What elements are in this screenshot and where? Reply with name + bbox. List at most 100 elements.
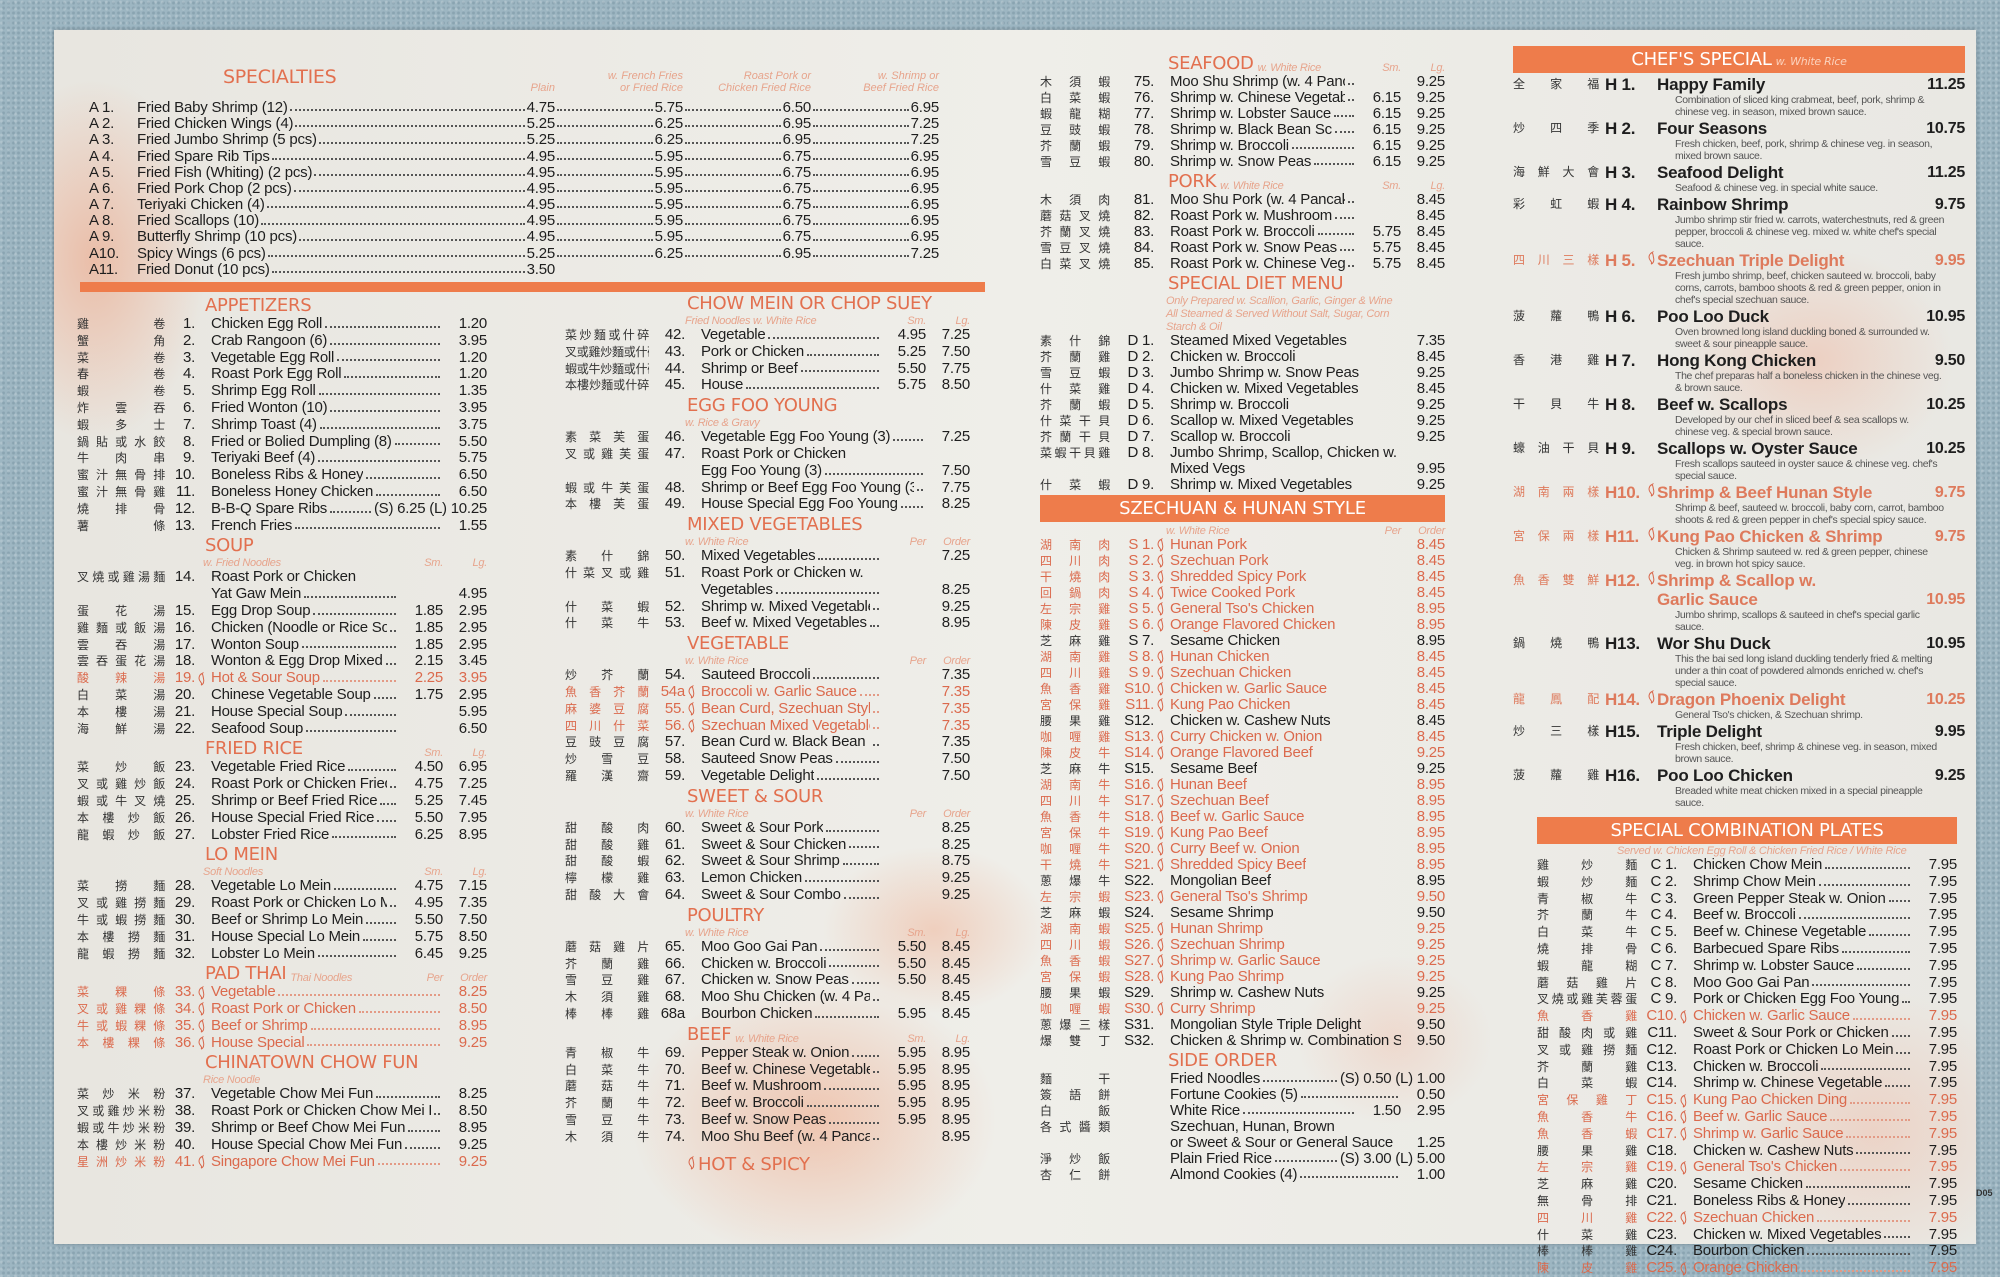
menu-item[interactable]: 羅漢齋 59. Vegetable Delight 7.50 xyxy=(565,767,970,785)
menu-item[interactable]: A 1. Fried Baby Shrimp (12) 4.75 5.75 6.50 6.… xyxy=(89,99,949,116)
menu-item[interactable]: 叉或雞撈麵 C12. Roast Pork or Chicken Lo Mein 7.… xyxy=(1537,1041,1957,1059)
menu-item[interactable]: 魚香芥蘭 54a Broccoli w. Garlic Sauce 7.35 xyxy=(565,683,970,701)
menu-item[interactable]: 陳皮雞 S 6. Orange Flavored Chicken 8.95 xyxy=(1040,617,1445,633)
menu-item[interactable]: 芥蘭雞 D 2. Chicken w. Broccoli 8.45 xyxy=(1040,349,1445,365)
menu-item[interactable]: 龍蝦撈麵 32. Lobster Lo Mein 6.45 9.25 xyxy=(77,945,487,963)
menu-item[interactable]: 菜粿條 33. Vegetable 8.25 xyxy=(77,983,487,1001)
menu-item[interactable]: 海鮮湯 22. Seafood Soup 6.50 xyxy=(77,720,487,738)
menu-item[interactable]: 四川雞 C22. Szechuan Chicken 7.95 xyxy=(1537,1209,1957,1227)
menu-item[interactable]: A 8. Fried Scallops (10) 4.95 5.95 6.75 6.95 xyxy=(89,213,949,229)
menu-item[interactable]: 木須肉 81. Moo Shu Pork (w. 4 Pancakes) 8.45 xyxy=(1040,192,1445,208)
menu-item[interactable]: 左宗蝦 S23. General Tso's Shrimp 9.50 xyxy=(1040,889,1445,905)
menu-item[interactable]: 雪豆叉燒 84. Roast Pork w. Snow Peas 5.75 8.45 xyxy=(1040,240,1445,256)
menu-item[interactable]: 芥蘭雞 66. Chicken w. Broccoli 5.50 8.45 xyxy=(565,955,970,973)
chefs-special-item[interactable]: 宮保兩樣 H11. Kung Pao Chicken & Shrimp 9.75 Chi… xyxy=(1513,527,1965,570)
menu-item[interactable]: 魚香牛 S18. Beef w. Garlic Sauce 8.95 xyxy=(1040,809,1445,825)
chefs-special-item[interactable]: 香港雞 H 7. Hong Kong Chicken 9.50 The chef pre… xyxy=(1513,351,1965,394)
menu-item[interactable]: 蝦多士 7. Shrimp Toast (4) 3.75 xyxy=(77,416,487,434)
menu-item[interactable]: 蝦或牛叉燒 25. Shrimp or Beef Fried Rice 5.25 7.4… xyxy=(77,792,487,810)
menu-item[interactable]: 雲吞蛋花湯 18. Wonton & Egg Drop Mixed 2.15 3.45 xyxy=(77,653,487,670)
menu-item[interactable]: 四川什菜 56. Szechuan Mixed Vegetables 7.35 xyxy=(565,717,970,735)
menu-item[interactable]: 叉或雞撈麵 29. Roast Pork or Chicken Lo Mein 4.9… xyxy=(77,894,487,912)
menu-item[interactable]: 蔥爆牛 S22. Mongolian Beef 8.95 xyxy=(1040,873,1445,889)
menu-item[interactable]: 湖南肉 S 1. Hunan Pork 8.45 xyxy=(1040,537,1445,553)
menu-item[interactable]: 麵干 Fried Noodles (S) 0.50 (L) 1.00 xyxy=(1040,1071,1445,1087)
menu-item[interactable]: 芝麻雞 C20. Sesame Chicken 7.95 xyxy=(1537,1175,1957,1193)
menu-item[interactable]: 白菜牛 C 5. Beef w. Chinese Vegetable 7.95 xyxy=(1537,923,1957,941)
menu-item[interactable]: 芝麻雞 S 7. Sesame Chicken 8.95 xyxy=(1040,633,1445,649)
menu-item[interactable]: 春卷 4. Roast Pork Egg Roll 1.20 xyxy=(77,366,487,383)
menu-item[interactable]: 湖南雞 S 8. Hunan Chicken 8.45 xyxy=(1040,649,1445,665)
menu-item[interactable]: 本樓粿條 36. House Special 9.25 xyxy=(77,1034,487,1052)
menu-item[interactable]: A 3. Fried Jumbo Shrimp (5 pcs) 5.25 6.25 6.… xyxy=(89,132,949,148)
menu-item[interactable]: 雲吞湯 17. Wonton Soup 1.85 2.95 xyxy=(77,636,487,654)
menu-item[interactable]: 菜炒米粉 37. Vegetable Chow Mei Fun 8.25 xyxy=(77,1086,487,1103)
menu-item[interactable]: 陳皮雞 C25. Orange Chicken 7.95 xyxy=(1537,1259,1957,1277)
menu-item[interactable]: 干燒牛 S21. Shredded Spicy Beef 8.95 xyxy=(1040,857,1445,873)
menu-item[interactable]: 甜酸肉或雞 C11. Sweet & Sour Pork or Chicken 7.9… xyxy=(1537,1024,1957,1042)
menu-item[interactable]: A11. Fried Donut (10 pcs) 3.50 xyxy=(89,261,949,278)
menu-item[interactable]: 簽語餅 Fortune Cookies (5) 0.50 xyxy=(1040,1087,1445,1103)
chefs-special-item[interactable]: 菠蘿鴨 H 6. Poo Loo Duck 10.95 Oven browned lon… xyxy=(1513,307,1965,350)
menu-item[interactable]: 叉或雞粿條 34. Roast Pork or Chicken 8.50 xyxy=(77,1000,487,1018)
menu-item[interactable]: 魚香雞 S10. Chicken w. Garlic Sauce 8.45 xyxy=(1040,681,1445,697)
menu-item[interactable]: 星洲炒米粉 41. Singapore Chow Mei Fun 9.25 xyxy=(77,1153,487,1171)
menu-item[interactable]: 蟹角 2. Crab Rangoon (6) 3.95 xyxy=(77,332,487,350)
menu-item[interactable]: 蘑菇牛 71. Beef w. Mushroom 5.95 8.95 xyxy=(565,1077,970,1095)
menu-item[interactable]: 蝦龍糊 77. Shrimp w. Lobster Sauce 6.15 9.25 xyxy=(1040,106,1445,122)
menu-item[interactable]: 檸檬雞 63. Lemon Chicken 9.25 xyxy=(565,869,970,887)
menu-item[interactable]: 燒排骨 12. B-B-Q Spare Ribs (S) 6.25 (L) 10.25 xyxy=(77,500,487,518)
menu-item[interactable]: 咖喱蝦 S30. Curry Shrimp 9.25 xyxy=(1040,1001,1445,1017)
menu-item[interactable]: 白菜蝦 C14. Shrimp w. Chinese Vegetable 7.95 xyxy=(1537,1075,1957,1092)
menu-item[interactable]: 蘑菇雞片 C 8. Moo Goo Gai Pan 7.95 xyxy=(1537,974,1957,992)
menu-item[interactable]: 湖南蝦 S25. Hunan Shrimp 9.25 xyxy=(1040,921,1445,937)
menu-item[interactable]: 什菜蝦 D 9. Shrimp w. Mixed Vegetables 9.25 xyxy=(1040,477,1445,493)
menu-item[interactable]: 豆豉豆腐 57. Bean Curd w. Black Bean Sauce 7.35 xyxy=(565,734,970,751)
menu-item[interactable]: 棒棒雞 C24. Bourbon Chicken 7.95 xyxy=(1537,1243,1957,1260)
menu-item[interactable]: 甜酸蝦 62. Sweet & Sour Shrimp 8.75 xyxy=(565,853,970,870)
menu-item[interactable]: 湖南牛 S16. Hunan Beef 8.95 xyxy=(1040,777,1445,793)
menu-item[interactable]: 木須雞 68. Moo Shu Chicken (w. 4 Pancakes) 8.4… xyxy=(565,988,970,1006)
menu-item[interactable]: 宮保雞丁 C15. Kung Pao Chicken Ding 7.95 xyxy=(1537,1091,1957,1109)
menu-item[interactable]: 麻婆豆腐 55. Bean Curd, Szechuan Style 7.35 xyxy=(565,700,970,718)
menu-item[interactable]: 宮保蝦 S28. Kung Pao Shrimp 9.25 xyxy=(1040,969,1445,985)
menu-item[interactable]: 芥蘭蝦 D 5. Shrimp w. Broccoli 9.25 xyxy=(1040,397,1445,413)
menu-item[interactable]: 芥蘭牛 72. Beef w. Broccoli 5.95 8.95 xyxy=(565,1094,970,1112)
menu-item[interactable]: 龍蝦炒飯 27. Lobster Fried Rice 6.25 8.95 xyxy=(77,826,487,844)
menu-item[interactable]: 甜酸大會 64. Sweet & Sour Combo 9.25 xyxy=(565,886,970,904)
menu-item[interactable]: 回鍋肉 S 4. Twice Cooked Pork 8.45 xyxy=(1040,585,1445,601)
menu-item[interactable]: 牛或蝦撈麵 30. Beef or Shrimp Lo Mein 5.50 7.50 xyxy=(77,911,487,929)
menu-item[interactable]: 什菜叉或雞 51. Roast Pork or Chicken w. Vegetab… xyxy=(565,564,970,599)
menu-item[interactable]: A 4. Fried Spare Rib Tips 4.95 5.95 6.75 6.95 xyxy=(89,148,949,165)
chefs-special-item[interactable]: 龍鳳配 H14. Dragon Phoenix Delight 10.25 Genera… xyxy=(1513,690,1965,721)
menu-item[interactable]: 木須蝦 75. Moo Shu Shrimp (w. 4 Pancakes) 9.25 xyxy=(1040,74,1445,90)
menu-item[interactable]: 什菜干貝 D 6. Scallop w. Mixed Vegetables 9.25 xyxy=(1040,413,1445,429)
menu-item[interactable]: 腰果蝦 S29. Shrimp w. Cashew Nuts 9.25 xyxy=(1040,985,1445,1001)
menu-item[interactable]: 蘑菇叉燒 82. Roast Pork w. Mushroom 8.45 xyxy=(1040,208,1445,224)
menu-item[interactable]: 菜撈麵 28. Vegetable Lo Mein 4.75 7.15 xyxy=(77,878,487,895)
menu-item[interactable]: 酸辣湯 19. Hot & Sour Soup 2.25 3.95 xyxy=(77,669,487,687)
menu-item[interactable]: 蝦卷 5. Shrimp Egg Roll 1.35 xyxy=(77,382,487,400)
menu-item[interactable]: 芥蘭雞 C13. Chicken w. Broccoli 7.95 xyxy=(1537,1058,1957,1076)
menu-item[interactable]: 蝦炒麵 C 2. Shrimp Chow Mein 7.95 xyxy=(1537,873,1957,891)
menu-item[interactable]: A 2. Fried Chicken Wings (4) 5.25 6.25 6.95 7… xyxy=(89,115,949,132)
menu-item[interactable]: 炒雪豆 58. Sauteed Snow Peas 7.50 xyxy=(565,750,970,768)
menu-item[interactable]: 四川雞 S 9. Szechuan Chicken 8.45 xyxy=(1040,665,1445,681)
menu-item[interactable]: 芝麻蝦 S24. Sesame Shrimp 9.50 xyxy=(1040,905,1445,921)
menu-item[interactable]: 叉燒或雞湯麵 14. Roast Pork or Chicken Yat Gaw M… xyxy=(77,569,487,603)
menu-item[interactable]: 本樓湯 21. House Special Soup 5.95 xyxy=(77,703,487,721)
menu-item[interactable]: 什菜牛 53. Beef w. Mixed Vegetables 8.95 xyxy=(565,615,970,632)
menu-item[interactable]: 蛋花湯 15. Egg Drop Soup 1.85 2.95 xyxy=(77,602,487,620)
menu-item[interactable]: 四川蝦 S26. Szechuan Shrimp 9.25 xyxy=(1040,937,1445,953)
menu-item[interactable]: 蜜汁無骨排 10. Boneless Ribs & Honey 6.50 xyxy=(77,466,487,484)
menu-item[interactable]: 蘑菇雞片 65. Moo Goo Gai Pan 5.50 8.45 xyxy=(565,938,970,956)
chefs-special-item[interactable]: 四川三樣 H 5. Szechuan Triple Delight 9.95 Fresh… xyxy=(1513,251,1965,306)
menu-item[interactable]: 魚香牛 C16. Beef w. Garlic Sauce 7.95 xyxy=(1537,1108,1957,1126)
menu-item[interactable]: 素什錦 50. Mixed Vegetables 7.25 xyxy=(565,547,970,565)
menu-item[interactable]: 白飯 White Rice 1.50 2.95 xyxy=(1040,1103,1445,1119)
menu-item[interactable]: 棒棒雞 68a Bourbon Chicken 5.95 8.45 xyxy=(565,1005,970,1023)
chefs-special-item[interactable]: 干貝牛 H 8. Beef w. Scallops 10.25 Developed by… xyxy=(1513,395,1965,438)
menu-item[interactable]: 鍋貼或水餃 8. Fried or Bolied Dumpling (8) 5.50 xyxy=(77,433,487,451)
menu-item[interactable]: 叉或雞炒米粉 38. Roast Pork or Chicken Chow Mei … xyxy=(77,1102,487,1120)
menu-item[interactable]: 素菜芙蛋 46. Vegetable Egg Foo Young (3) 7.25 xyxy=(565,428,970,446)
